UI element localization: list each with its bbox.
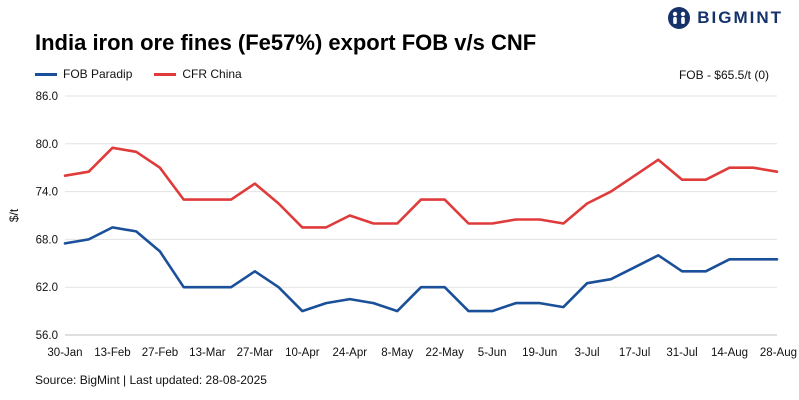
legend-item-fob: FOB Paradip	[35, 67, 132, 81]
series-line-fob-paradip	[63, 226, 779, 313]
x-tick-label: 13-Mar	[189, 347, 226, 359]
x-tick-label: 30-Jan	[47, 347, 82, 359]
y-tick-label: 86.0	[36, 91, 58, 103]
legend-item-cfr: CFR China	[154, 67, 242, 81]
brand-logo: BIGMINT	[667, 6, 783, 30]
chart-title: India iron ore fines (Fe57%) export FOB …	[35, 30, 537, 55]
x-tick-label: 28-Aug	[760, 347, 797, 359]
x-tick-label: 14-Aug	[711, 347, 748, 359]
y-tick-label: 74.0	[36, 187, 58, 199]
x-tick-label: 27-Mar	[237, 347, 274, 359]
legend-label-fob: FOB Paradip	[63, 67, 133, 81]
brand-name: BIGMINT	[697, 8, 783, 27]
x-tick-label: 17-Jul	[619, 347, 650, 359]
legend-label-cfr: CFR China	[182, 67, 242, 81]
y-tick-label: 56.0	[36, 330, 58, 342]
x-tick-label: 13-Feb	[94, 347, 130, 359]
x-tick-label: 31-Jul	[666, 347, 697, 359]
x-tick-label: 19-Jun	[522, 347, 557, 359]
y-tick-label: 68.0	[36, 234, 58, 246]
x-tick-label: 5-Jun	[478, 347, 507, 359]
legend-swatch-cfr	[154, 72, 177, 76]
y-axis-label: $/t	[7, 208, 21, 222]
x-tick-label: 22-May	[426, 347, 465, 359]
brand-mark-icon	[668, 7, 691, 29]
x-tick-label: 24-Apr	[333, 347, 368, 359]
y-tick-label: 62.0	[36, 282, 58, 294]
chart-legend: FOB Paradip CFR China	[35, 67, 242, 81]
source-note: Source: BigMint | Last updated: 28-08-20…	[35, 373, 267, 387]
y-tick-label: 80.0	[36, 139, 58, 151]
legend-swatch-fob	[35, 72, 57, 76]
series-line-cfr-china	[63, 146, 779, 229]
x-tick-label: 3-Jul	[575, 347, 600, 359]
x-tick-label: 8-May	[381, 347, 413, 359]
x-tick-label: 10-Apr	[285, 347, 320, 359]
fob-latest-annotation: FOB - $65.5/t (0)	[678, 68, 769, 82]
x-tick-label: 27-Feb	[142, 347, 178, 359]
